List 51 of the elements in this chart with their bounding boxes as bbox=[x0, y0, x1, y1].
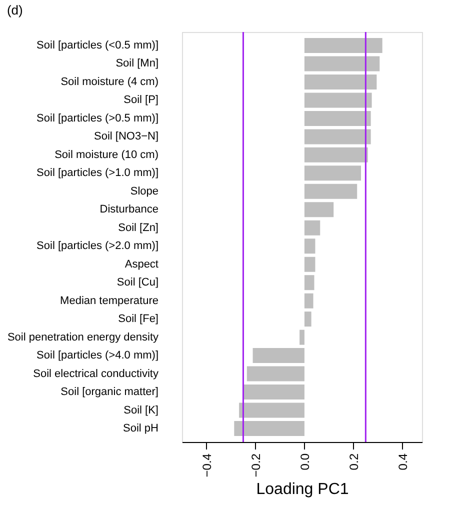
y-tick-label: Aspect bbox=[124, 258, 158, 270]
bar bbox=[304, 147, 368, 162]
y-tick-label: Soil penetration energy density bbox=[7, 331, 159, 344]
y-tick-label: Soil [particles (>2.0 mm)] bbox=[36, 240, 158, 252]
y-tick-label: Slope bbox=[130, 185, 158, 198]
y-tick-label: Soil [Zn] bbox=[118, 222, 158, 234]
bar bbox=[252, 348, 304, 364]
x-tick-label: 0.0 bbox=[298, 453, 312, 470]
y-tick-label: Soil [organic matter] bbox=[60, 386, 158, 398]
y-tick-label: Soil pH bbox=[123, 422, 159, 435]
bar bbox=[304, 184, 358, 199]
y-tick-label: Soil [P] bbox=[124, 94, 158, 106]
x-tick-label: −0.4 bbox=[200, 453, 214, 478]
bar bbox=[304, 74, 377, 90]
x-tick-label: 0.4 bbox=[396, 453, 410, 470]
y-tick-label: Soil electrical conductivity bbox=[33, 368, 159, 380]
bar bbox=[304, 256, 316, 272]
bar bbox=[239, 402, 304, 418]
y-tick-label: Soil [NO3−N] bbox=[94, 130, 158, 143]
bar bbox=[304, 166, 362, 181]
bar bbox=[304, 220, 320, 236]
x-axis-title: Loading PC1 bbox=[256, 481, 349, 498]
bar bbox=[304, 202, 334, 218]
bar bbox=[304, 312, 312, 327]
bar bbox=[304, 92, 372, 108]
y-tick-label: Soil [Mn] bbox=[116, 58, 158, 70]
y-tick-label: Soil [particles (>0.5 mm)] bbox=[36, 112, 158, 124]
y-tick-label: Soil [Fe] bbox=[118, 313, 158, 326]
bar bbox=[304, 238, 316, 254]
bar bbox=[304, 110, 371, 126]
bar bbox=[304, 129, 371, 144]
bar bbox=[304, 56, 380, 72]
bar bbox=[304, 293, 314, 308]
bar bbox=[234, 421, 304, 436]
y-tick-label: Soil moisture (4 cm) bbox=[60, 76, 158, 88]
y-tick-label: Disturbance bbox=[100, 204, 158, 216]
y-tick-label: Soil moisture (10 cm) bbox=[54, 148, 158, 161]
bar bbox=[243, 384, 304, 400]
y-tick-label: Median temperature bbox=[60, 294, 158, 307]
x-tick-label: 0.2 bbox=[346, 453, 361, 470]
bar bbox=[304, 275, 314, 290]
bar bbox=[304, 38, 382, 53]
bar bbox=[246, 366, 304, 382]
y-tick-label: Soil [K] bbox=[124, 404, 158, 416]
y-tick-label: Soil [particles (>4.0 mm)] bbox=[36, 350, 158, 362]
y-tick-label: Soil [particles (<0.5 mm)] bbox=[36, 39, 158, 52]
text: (d) bbox=[6, 2, 23, 18]
y-tick-label: Soil [particles (>1.0 mm)] bbox=[36, 167, 158, 180]
x-tick-label: −0.2 bbox=[248, 453, 263, 478]
y-tick-label: Soil [Cu] bbox=[116, 276, 158, 289]
bar bbox=[300, 330, 304, 345]
